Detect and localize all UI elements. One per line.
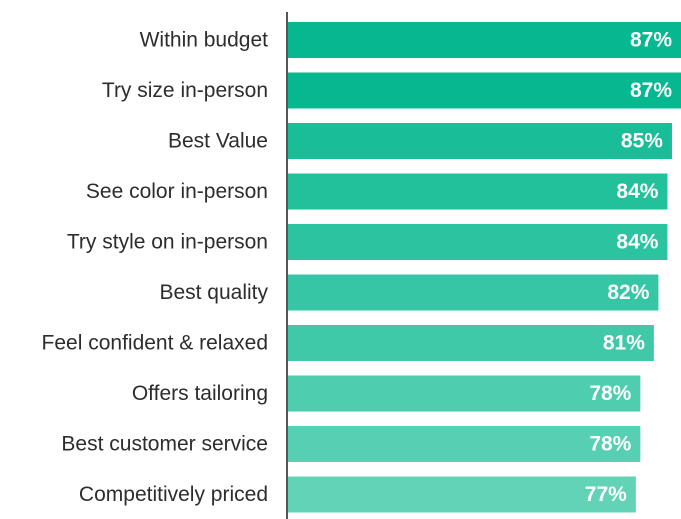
- bar: [288, 72, 681, 109]
- category-label: Best customer service: [61, 433, 268, 456]
- value-label: 84%: [616, 180, 658, 203]
- category-label: Best quality: [159, 281, 268, 304]
- bar: [288, 123, 672, 159]
- category-label: Try size in-person: [102, 79, 268, 102]
- category-label: Within budget: [140, 29, 269, 52]
- category-label: Competitively priced: [79, 483, 268, 506]
- bar: [288, 22, 681, 58]
- category-label: Try style on in-person: [67, 231, 268, 254]
- bar: [288, 426, 641, 462]
- bar: [288, 224, 668, 260]
- value-label: 78%: [589, 433, 631, 456]
- value-label: 81%: [603, 332, 645, 355]
- category-label: Best Value: [168, 130, 268, 153]
- value-label: 87%: [630, 79, 672, 102]
- value-label: 85%: [621, 130, 663, 153]
- bar: [288, 476, 636, 513]
- value-label: 82%: [607, 281, 649, 304]
- value-label: 77%: [585, 483, 627, 506]
- category-label: Offers tailoring: [132, 382, 268, 405]
- bar: [288, 173, 668, 210]
- category-label: Feel confident & relaxed: [42, 332, 268, 355]
- bar: [288, 325, 654, 361]
- value-label: 84%: [616, 231, 658, 254]
- value-label: 78%: [589, 382, 631, 405]
- value-label: 87%: [630, 29, 672, 52]
- category-label: See color in-person: [86, 180, 268, 203]
- bar: [288, 274, 659, 311]
- bar: [288, 375, 641, 412]
